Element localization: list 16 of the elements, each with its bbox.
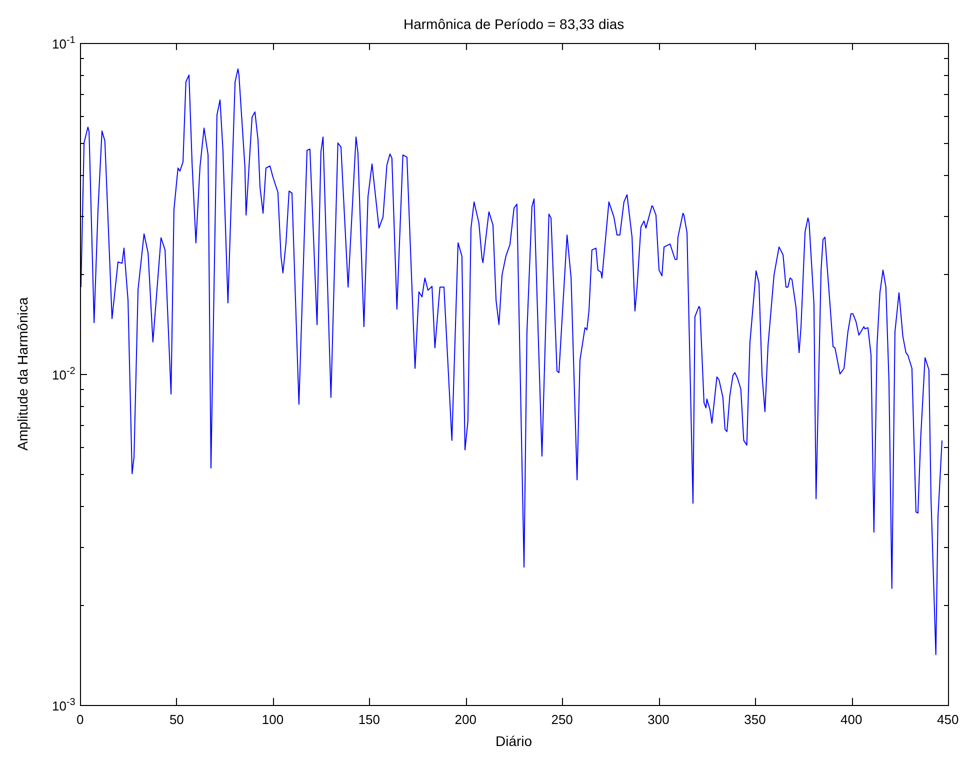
x-tick-label: 450 [937,712,959,727]
x-tick-label: 400 [840,712,862,727]
x-tick-label: 250 [551,712,573,727]
y-tick-label: 10$^{-1}$ [52,35,76,52]
chart-title: Harmônica de Período = 83,33 dias [404,16,624,32]
x-axis-title: Diário [496,733,532,749]
y-tick-label: 10$^{-3}$ [52,697,76,714]
x-tick-label: 350 [744,712,766,727]
x-tick-label: 100 [262,712,284,727]
y-tick-label: 10$^{-2}$ [52,366,76,382]
y-axis-title: Amplitude da Harmônica [14,297,30,451]
x-tick-label: 0 [76,712,84,727]
x-tick-label: 200 [454,712,476,727]
x-tick-label: 300 [648,712,670,727]
x-tick-label: 150 [358,712,380,727]
x-tick-label: 50 [169,712,184,727]
